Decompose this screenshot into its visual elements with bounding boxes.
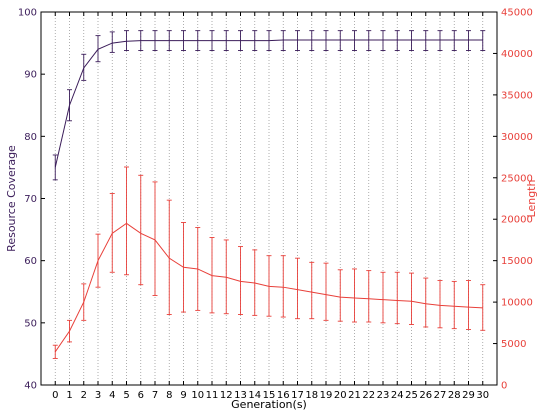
y-left-tick-label-2: 60 (24, 256, 37, 267)
series-1-error-bar-19 (323, 262, 329, 321)
series-1-error-bar-20 (337, 269, 343, 322)
series-0-error-bar-19 (323, 30, 329, 51)
series-1-error-bar-8 (166, 199, 172, 315)
series-0-error-bar-5 (124, 30, 129, 51)
x-tick-label-15: 15 (263, 390, 276, 401)
series-1-error-bar-23 (380, 271, 386, 324)
series-0-error-bar-27 (437, 30, 443, 51)
x-tick-label-2: 2 (81, 390, 87, 401)
x-tick-label-30: 30 (476, 390, 489, 401)
series-0-error-bar-21 (352, 30, 357, 51)
x-tick-label-27: 27 (434, 390, 447, 401)
y-right-tick-label-4: 20000 (501, 215, 533, 226)
series-1-error-bar-17 (295, 257, 300, 320)
series-0-error-bar-25 (409, 30, 414, 51)
x-tick-label-10: 10 (191, 390, 204, 401)
x-tick-label-22: 22 (362, 390, 375, 401)
x-tick-label-7: 7 (152, 390, 158, 401)
series-1-error-bar-13 (238, 246, 243, 315)
series-0-error-bar-17 (295, 30, 300, 51)
x-axis-label: Generation(s) (231, 398, 307, 411)
series-1 (52, 166, 486, 359)
x-tick-label-14: 14 (248, 390, 261, 401)
series-0-error-bar-3 (95, 35, 101, 63)
series-1-error-bar-24 (394, 271, 400, 325)
x-tick-label-11: 11 (206, 390, 219, 401)
y-axis-right: 0 5000 10000 15000 20000 25000 30000 35000 40000… (493, 8, 533, 392)
x-tick-label-20: 20 (334, 390, 347, 401)
x-tick-label-18: 18 (305, 390, 318, 401)
series-1-line (54, 222, 483, 353)
y-right-tick-label-6: 30000 (501, 132, 533, 143)
y-right-tick-label-9: 45000 (501, 8, 533, 19)
x-tick-label-4: 4 (109, 390, 115, 401)
series-1-error-bar-25 (409, 272, 414, 325)
series-1-error-bar-16 (280, 255, 286, 318)
y-right-tick-label-7: 35000 (501, 90, 533, 101)
y-right-tick-label-1: 5000 (501, 339, 526, 350)
series-1-error-bar-27 (437, 280, 443, 329)
x-tick-label-26: 26 (419, 390, 432, 401)
y-right-tick-label-0: 0 (501, 381, 507, 392)
x-tick-label-0: 0 (52, 390, 58, 401)
series-0-error-bar-26 (423, 30, 429, 51)
y-right-tick-label-5: 25000 (501, 173, 533, 184)
series-0-line (54, 39, 483, 168)
x-tick-label-3: 3 (95, 390, 101, 401)
y-left-tick-label-1: 50 (24, 318, 37, 329)
series-0-error-bar-30 (480, 30, 486, 51)
series-1-error-bar-18 (309, 261, 315, 320)
x-tick-label-29: 29 (462, 390, 475, 401)
y-right-tick-label-8: 40000 (501, 49, 533, 60)
series-1-error-bar-5 (124, 166, 129, 276)
x-tick-label-12: 12 (220, 390, 233, 401)
series-1-error-bar-21 (352, 268, 357, 323)
x-tick-label-17: 17 (291, 390, 304, 401)
y-axis-left: 40 50 60 70 80 90 100 (18, 8, 45, 392)
grid (54, 12, 484, 385)
series-1-error-bar-22 (366, 270, 372, 323)
series-1-error-bar-7 (152, 181, 158, 296)
x-tick-label-6: 6 (138, 390, 144, 401)
y-right-tick-label-2: 10000 (501, 298, 533, 309)
series-0-error-bar-18 (309, 30, 315, 51)
series-1-error-bar-6 (138, 174, 144, 286)
series-layer (52, 30, 486, 359)
x-axis: 0 1 2 3 4 5 6 7 8 9 10 11 12 13 14 15 16 17 18 19 20 21 22 23 24… (52, 12, 489, 401)
x-tick-label-25: 25 (405, 390, 418, 401)
x-tick-label-16: 16 (277, 390, 290, 401)
x-tick-label-13: 13 (234, 390, 247, 401)
y-right-tick-label-3: 15000 (501, 256, 533, 267)
x-tick-label-8: 8 (166, 390, 172, 401)
series-0-error-bar-4 (109, 31, 115, 53)
series-0 (52, 30, 486, 181)
x-tick-label-19: 19 (320, 390, 333, 401)
y-left-tick-label-6: 100 (18, 8, 37, 19)
x-tick-label-21: 21 (348, 390, 361, 401)
series-0-error-bar-28 (451, 30, 457, 51)
x-tick-label-1: 1 (66, 390, 72, 401)
y-axis-right-label: Length (525, 180, 538, 218)
series-0-error-bar-23 (380, 30, 386, 51)
y-left-tick-label-5: 90 (24, 70, 37, 81)
y-left-tick-label-3: 70 (24, 194, 37, 205)
y-left-tick-label-0: 40 (24, 381, 37, 392)
series-1-error-bar-29 (466, 280, 471, 330)
x-tick-label-28: 28 (448, 390, 461, 401)
x-tick-label-5: 5 (123, 390, 129, 401)
series-0-error-bar-29 (466, 30, 471, 51)
series-0-error-bar-16 (280, 30, 286, 51)
x-tick-label-23: 23 (377, 390, 390, 401)
series-0-error-bar-22 (366, 30, 372, 51)
series-1-error-bar-28 (451, 280, 457, 330)
series-0-error-bar-20 (337, 30, 343, 51)
series-0-error-bar-24 (394, 30, 400, 51)
y-left-tick-label-4: 80 (24, 132, 37, 143)
series-1-error-bar-26 (423, 277, 429, 328)
x-tick-label-24: 24 (391, 390, 404, 401)
y-axis-left-label: Resource Coverage (5, 145, 18, 252)
x-tick-label-9: 9 (180, 390, 186, 401)
